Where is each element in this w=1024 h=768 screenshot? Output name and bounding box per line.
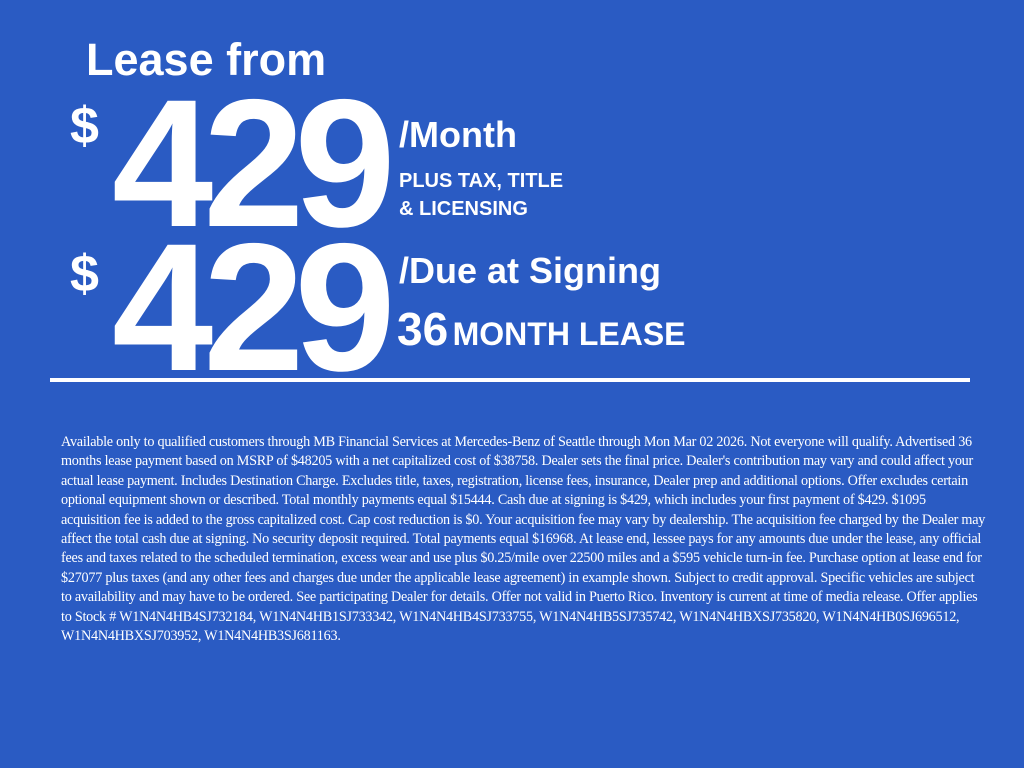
monthly-amount: 429: [112, 61, 396, 265]
disclaimer: Available only to qualified customers th…: [61, 434, 986, 645]
lease-term: 36 MONTH LEASE: [397, 302, 686, 356]
monthly-note-line2: & LICENSING: [399, 198, 528, 220]
signing-label: /Due at Signing: [399, 250, 662, 291]
monthly-currency: $: [70, 97, 99, 155]
divider: [50, 378, 970, 382]
term-label: MONTH LEASE: [452, 316, 686, 352]
headline: Lease from: [86, 34, 327, 85]
monthly-note-line1: PLUS TAX, TITLE: [399, 170, 564, 192]
signing-currency: $: [70, 245, 99, 303]
term-months: 36: [397, 303, 449, 355]
signing-amount: 429: [112, 205, 396, 409]
monthly-label: /Month: [399, 114, 517, 155]
